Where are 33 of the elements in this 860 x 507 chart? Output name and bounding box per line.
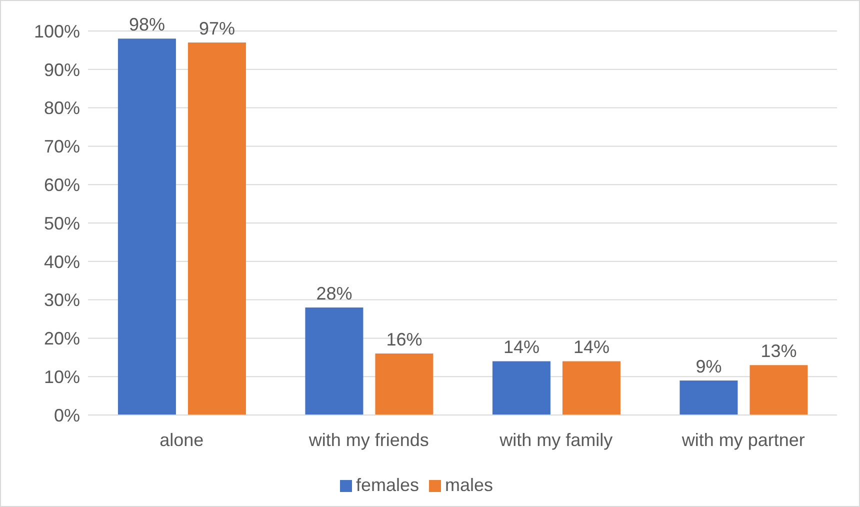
y-tick-label: 100% [34, 21, 80, 42]
data-label: 14% [503, 337, 540, 358]
bar [375, 354, 434, 415]
data-label: 13% [760, 341, 797, 362]
bar [118, 38, 176, 415]
y-tick-label: 30% [44, 290, 80, 310]
y-tick-label: 60% [44, 174, 80, 195]
data-label: 28% [316, 283, 352, 304]
bar [562, 361, 620, 415]
bar [750, 365, 808, 415]
legend-label: females [356, 475, 419, 495]
x-tick-label: alone [160, 430, 204, 450]
x-tick-label: with my family [498, 430, 613, 450]
bar [305, 307, 364, 415]
y-tick-label: 40% [44, 252, 80, 272]
x-tick-label: with my partner [680, 430, 805, 450]
y-tick-label: 20% [44, 328, 80, 349]
data-label: 16% [386, 330, 422, 350]
x-tick-label: with my friends [308, 430, 429, 450]
data-label: 14% [573, 337, 610, 358]
y-tick-label: 10% [44, 366, 80, 387]
data-label: 9% [696, 356, 722, 376]
bar [680, 380, 738, 415]
legend-label: males [445, 475, 494, 495]
y-tick-label: 50% [44, 213, 80, 234]
y-tick-label: 0% [54, 405, 80, 426]
bar [188, 42, 246, 415]
bar [492, 361, 550, 415]
y-tick-label: 90% [44, 60, 80, 80]
y-tick-label: 70% [44, 136, 80, 157]
y-tick-label: 80% [44, 98, 80, 118]
data-label: 98% [128, 14, 165, 35]
data-label: 97% [198, 18, 235, 39]
